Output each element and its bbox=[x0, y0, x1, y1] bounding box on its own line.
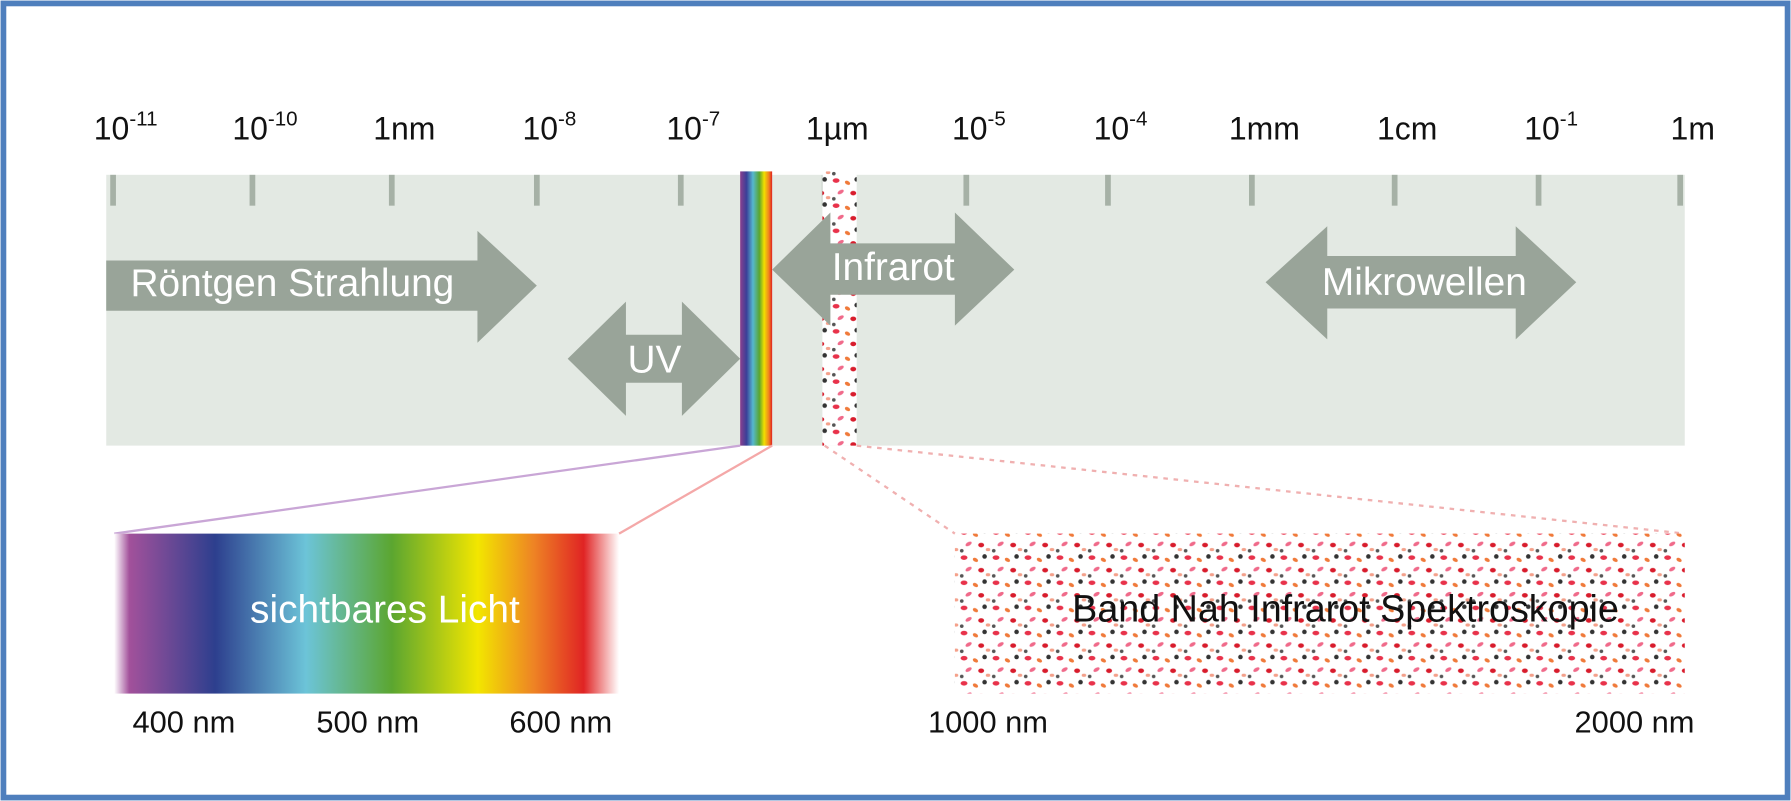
tick-label: 1m bbox=[1671, 110, 1715, 146]
tick-mark bbox=[1249, 175, 1255, 206]
uv-label: UV bbox=[628, 338, 682, 381]
nir-tick: 1000 nm bbox=[928, 704, 1048, 739]
tick-text: 1cm bbox=[1377, 110, 1437, 146]
tick-label: 1cm bbox=[1377, 110, 1437, 146]
visible-stripe bbox=[740, 171, 772, 445]
nir-tick: 2000 nm bbox=[1575, 704, 1695, 739]
tick-base: 10 bbox=[232, 110, 268, 146]
tick-base: 10 bbox=[1094, 110, 1130, 146]
tick-base: 10 bbox=[522, 110, 558, 146]
tick-text: 1µm bbox=[806, 110, 869, 146]
tick-mark bbox=[963, 175, 969, 206]
visible-label: sichtbares Licht bbox=[250, 589, 520, 632]
tick-text: 1mm bbox=[1229, 110, 1300, 146]
xray-label: Röntgen Strahlung bbox=[131, 262, 455, 305]
tick-mark bbox=[110, 175, 116, 206]
tick-base: 10 bbox=[666, 110, 702, 146]
tick-mark bbox=[1105, 175, 1111, 206]
visible-tick: 600 nm bbox=[509, 704, 612, 739]
tick-text: 1nm bbox=[373, 110, 435, 146]
tick-mark bbox=[534, 175, 540, 206]
tick-exponent: -1 bbox=[1560, 108, 1578, 131]
tick-label: 1µm bbox=[806, 110, 869, 146]
visible-tick: 400 nm bbox=[132, 704, 235, 739]
tick-mark bbox=[678, 175, 684, 206]
visible-tick: 500 nm bbox=[316, 704, 419, 739]
tick-base: 10 bbox=[94, 110, 130, 146]
tick-mark bbox=[1392, 175, 1398, 206]
tick-exponent: -4 bbox=[1129, 108, 1147, 131]
tick-mark bbox=[1677, 175, 1683, 206]
tick-label: 1mm bbox=[1229, 110, 1300, 146]
tick-exponent: -8 bbox=[558, 108, 576, 131]
diagram: 10-1110-101nm10-810-71µm10-510-41mm1cm10… bbox=[0, 0, 1791, 801]
tick-base: 10 bbox=[952, 110, 988, 146]
tick-exponent: -5 bbox=[988, 108, 1006, 131]
infrared-label: Infrarot bbox=[832, 246, 955, 289]
tick-exponent: -7 bbox=[702, 108, 720, 131]
tick-mark bbox=[389, 175, 395, 206]
tick-label: 1nm bbox=[373, 110, 435, 146]
tick-base: 10 bbox=[1524, 110, 1560, 146]
tick-mark bbox=[1536, 175, 1542, 206]
tick-exponent: -11 bbox=[129, 108, 157, 131]
tick-exponent: -10 bbox=[268, 108, 298, 131]
nir-label: Band Nah Infrarot Spektroskopie bbox=[1072, 588, 1619, 630]
tick-text: 1m bbox=[1671, 110, 1715, 146]
microwave-label: Mikrowellen bbox=[1322, 261, 1527, 304]
tick-mark bbox=[250, 175, 256, 206]
